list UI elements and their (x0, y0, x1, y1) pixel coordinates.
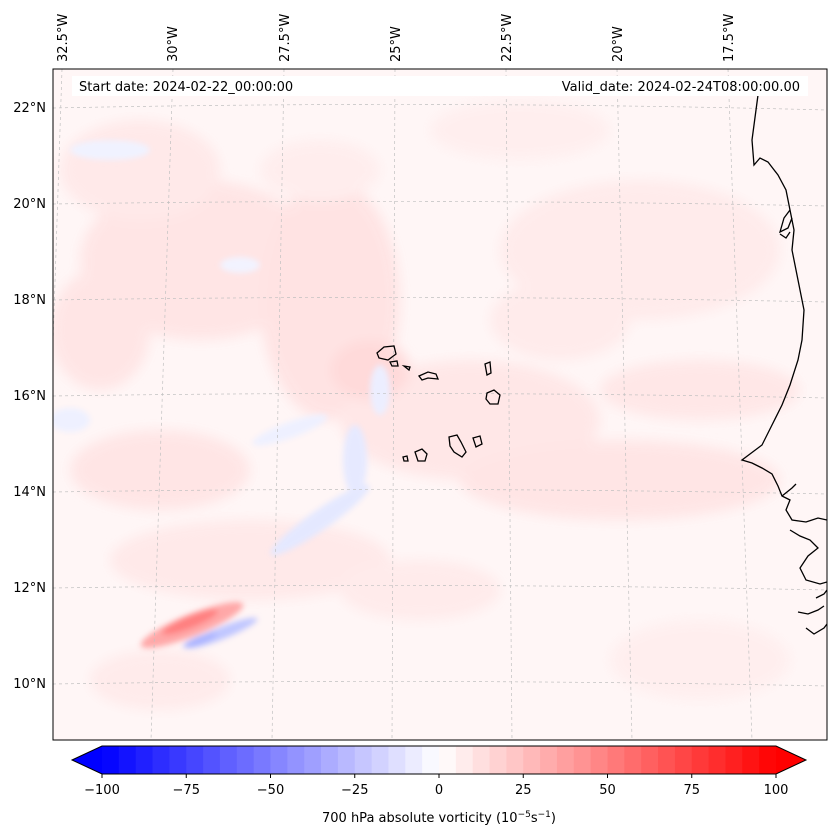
colorbar-swatch (135, 746, 154, 774)
colorbar-swatch (455, 746, 474, 774)
lat-label-14n: 14°N (13, 485, 46, 500)
colorbar-swatch (691, 746, 710, 774)
colorbar-swatch (607, 746, 625, 774)
coastlines (376, 79, 827, 635)
colorbar-swatch (388, 746, 406, 774)
colorbar-swatch (624, 746, 642, 774)
colorbar-swatch (354, 746, 373, 774)
colorbar-swatch (102, 746, 120, 774)
colorbar-tick-label: 100 (764, 783, 789, 798)
lon-label-20w: 20°W (611, 26, 626, 62)
lat-label-18n: 18°N (13, 293, 46, 308)
map-frame (52, 68, 828, 741)
lat-label-12n: 12°N (13, 581, 46, 596)
lat-label-22n: 22°N (13, 101, 46, 116)
colorbar-swatch (203, 746, 221, 774)
colorbar-swatch (506, 746, 524, 774)
colorbar-extend-max (776, 746, 806, 774)
colorbar-swatch (169, 746, 187, 774)
valid-date-label: Valid_date: 2024-02-24T08:00:00.00 (562, 80, 800, 95)
lat-label-20n: 20°N (13, 197, 46, 212)
map-panel: Start date: 2024-02-22_00:00:00 Valid_da… (52, 68, 828, 741)
colorbar-extend-min (72, 746, 102, 774)
colorbar-tick-label: −75 (173, 783, 200, 798)
lon-label-32-5w: 32.5°W (56, 14, 71, 62)
longitude-labels: 32.5°W 30°W 27.5°W 25°W 22.5°W 20°W 17.5… (56, 14, 737, 62)
colorbar-tick-label: 50 (599, 783, 616, 798)
african-coastline (740, 79, 827, 523)
lon-label-22-5w: 22.5°W (500, 14, 515, 62)
colorbar-swatch (641, 746, 659, 774)
colorbar-tick-label: −25 (341, 783, 368, 798)
colorbar-swatch (186, 746, 204, 774)
colorbar-swatch (674, 746, 693, 774)
colorbar-tick-label: −100 (84, 783, 120, 798)
colorbar-tick-label: 0 (435, 783, 443, 798)
colorbar-swatch (152, 746, 170, 774)
colorbar-swatch (422, 746, 440, 774)
colorbar-swatch (540, 746, 558, 774)
colorbar-swatches (72, 746, 806, 774)
colorbar-swatch (304, 746, 322, 774)
colorbar-swatch (759, 746, 777, 774)
date-header-band (72, 76, 808, 96)
lon-label-25w: 25°W (389, 26, 404, 62)
island-maio (472, 435, 483, 448)
colorbar-swatch (590, 746, 609, 774)
colorbar-swatch (573, 746, 592, 774)
graticule (53, 69, 827, 740)
island-boa-vista (485, 389, 501, 405)
lon-label-17-5w: 17.5°W (722, 14, 737, 62)
colorbar-swatch (236, 746, 255, 774)
island-brava (402, 455, 409, 462)
latitude-labels: 22°N 20°N 18°N 16°N 14°N 12°N 10°N (13, 101, 46, 692)
lat-label-10n: 10°N (13, 677, 46, 692)
island-sao-nicolau (417, 371, 440, 381)
colorbar-swatch (725, 746, 743, 774)
colorbar-swatch (708, 746, 727, 774)
colorbar-swatch (253, 746, 272, 774)
vorticity-field (53, 100, 800, 710)
colorbar-swatch (439, 746, 457, 774)
colorbar-swatch (287, 746, 305, 774)
colorbar-swatch (556, 746, 575, 774)
lon-label-30w: 30°W (166, 26, 181, 62)
colorbar-swatch (405, 746, 423, 774)
island-sal (484, 361, 492, 376)
colorbar-tick-label: 25 (515, 783, 532, 798)
island-santiago (448, 434, 467, 458)
colorbar-swatch (523, 746, 541, 774)
colorbar-swatch (658, 746, 676, 774)
colorbar-swatch (270, 746, 288, 774)
island-santa-luzia (401, 364, 411, 372)
island-fogo (414, 448, 428, 462)
colorbar-swatch (371, 746, 390, 774)
colorbar-swatch (472, 746, 491, 774)
start-date-label: Start date: 2024-02-22_00:00:00 (79, 80, 293, 95)
colorbar: −100 −75 −50 −25 0 25 50 75 100 700 hPa absolute… (70, 745, 808, 826)
colorbar-swatch (742, 746, 760, 774)
colorbar-label: 700 hPa absolute vorticity (10−5s−1) (322, 810, 556, 826)
colorbar-swatch (489, 746, 507, 774)
colorbar-swatch (337, 746, 356, 774)
colorbar-swatch (219, 746, 238, 774)
colorbar-tick-label: 75 (683, 783, 700, 798)
colorbar-tick-label: −50 (257, 783, 284, 798)
colorbar-swatch (118, 746, 137, 774)
island-santo-antao (376, 345, 397, 361)
island-sao-vicente (389, 360, 399, 367)
lon-label-27-5w: 27.5°W (278, 14, 293, 62)
colorbar-ticks: −100 −75 −50 −25 0 25 50 75 100 (84, 774, 788, 798)
lat-label-16n: 16°N (13, 389, 46, 404)
colorbar-swatch (321, 746, 339, 774)
